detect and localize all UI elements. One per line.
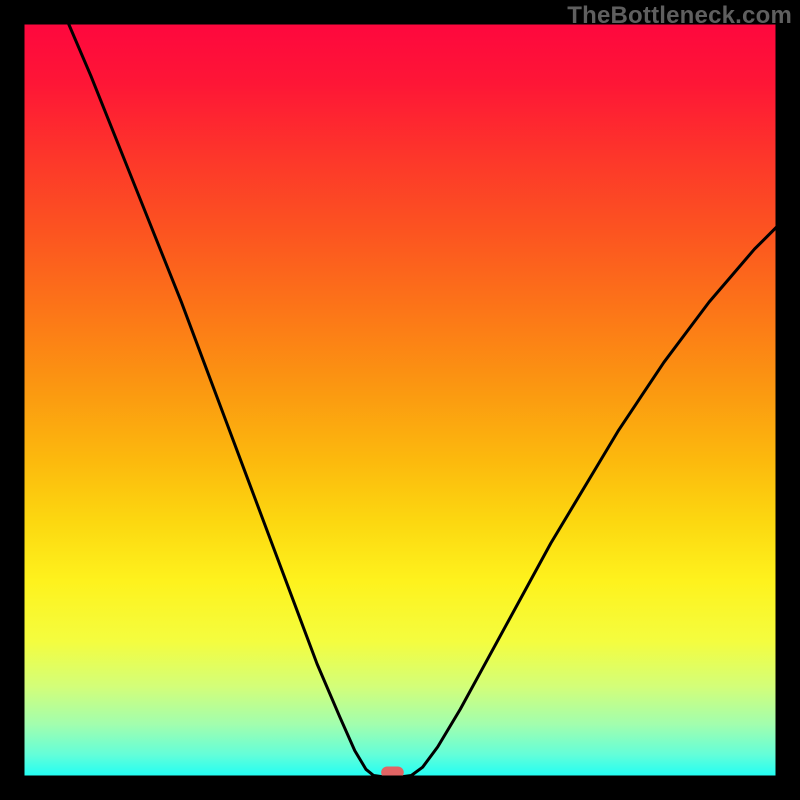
plot-background xyxy=(23,23,777,777)
chart-svg xyxy=(0,0,800,800)
chart-stage: TheBottleneck.com xyxy=(0,0,800,800)
watermark-text: TheBottleneck.com xyxy=(567,2,792,30)
